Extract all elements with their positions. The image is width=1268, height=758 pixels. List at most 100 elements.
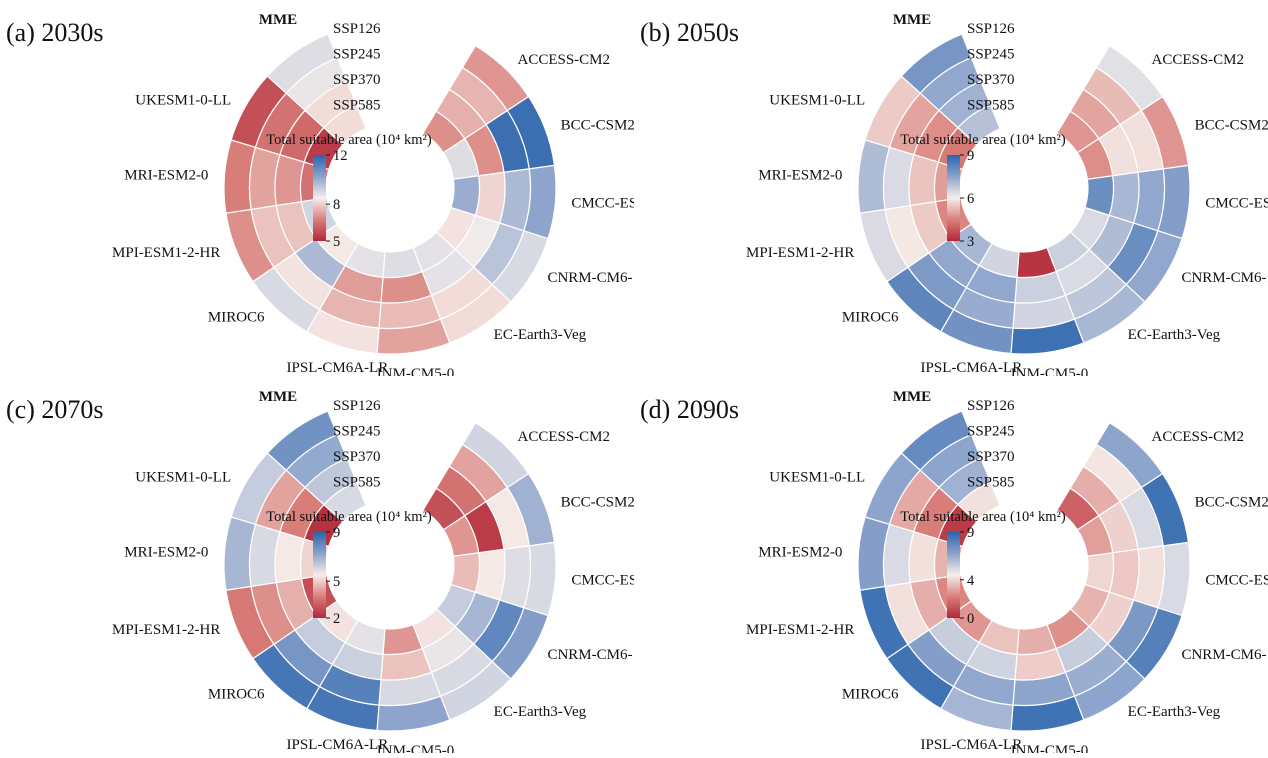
ring-separator bbox=[486, 126, 505, 171]
ring-separator bbox=[1109, 554, 1114, 591]
ring-separator bbox=[1016, 672, 1064, 681]
ring-separator bbox=[1089, 216, 1110, 249]
panel-2030s: (a) 2030s ACCESS-CM2 BCC-CSM2-MR CMCC-ESM2… bbox=[0, 0, 663, 382]
ring-separator bbox=[274, 156, 280, 204]
ring-separator bbox=[524, 171, 531, 229]
model-label-IPSL-CM6A-LR: IPSL-CM6A-LR bbox=[921, 737, 1023, 753]
colorbar-tick-label: 4 bbox=[967, 573, 975, 589]
ring-separator bbox=[381, 696, 439, 706]
model-label-MRI-ESM2-0: MRI-ESM2-0 bbox=[124, 168, 208, 184]
ring-separator bbox=[295, 631, 331, 664]
ring-separator bbox=[306, 458, 346, 487]
ring-separator bbox=[1084, 467, 1120, 501]
panel-2050s: (b) 2050s ACCESS-CM2 BCC-CSM2-MR CMCC-ESM2… bbox=[634, 0, 1268, 382]
colorbar bbox=[313, 155, 326, 241]
ring-separator bbox=[908, 533, 914, 581]
colorbar-tick-label: 9 bbox=[333, 525, 340, 541]
ring-separator bbox=[455, 216, 476, 249]
ring-separator bbox=[464, 68, 507, 109]
ring-separator bbox=[1127, 610, 1158, 660]
ring-separator bbox=[1015, 319, 1073, 329]
ring-separator bbox=[1018, 648, 1055, 655]
model-label-MME: MME bbox=[259, 12, 297, 28]
ring-separator bbox=[1067, 268, 1107, 295]
segment-MRI-ESM2-0-SSP370 bbox=[908, 153, 940, 207]
ring-separator bbox=[1120, 503, 1139, 548]
model-label-CNRM-CM6-1: CNRM-CM6-1 bbox=[1181, 270, 1268, 286]
ring-separator bbox=[475, 177, 480, 214]
ring-separator bbox=[524, 548, 531, 606]
colorbar-title: Total suitable area (10⁴ km²) bbox=[266, 132, 432, 148]
model-label-EC-Earth3-Veg: EC-Earth3-Veg bbox=[1128, 327, 1221, 343]
ring-separator bbox=[1084, 90, 1120, 124]
ring-separator bbox=[493, 610, 524, 660]
ring-separator bbox=[1089, 593, 1110, 626]
segment-MRI-ESM2-0-SSP370 bbox=[274, 153, 306, 207]
ring-separator bbox=[1127, 233, 1158, 283]
polar-heatmap-2070s: ACCESS-CM2 BCC-CSM2-MR CMCC-ESM2 CNRM-CM6-1… bbox=[112, 389, 663, 758]
ring-separator bbox=[889, 94, 919, 146]
ring-separator bbox=[316, 616, 344, 642]
ring-separator bbox=[321, 310, 377, 329]
ring-separator bbox=[934, 163, 939, 201]
ring-separator bbox=[295, 254, 331, 287]
colorbar-tick-label: 9 bbox=[967, 148, 974, 164]
ring-separator bbox=[980, 265, 1016, 278]
panel-2090s: (d) 2090s ACCESS-CM2 BCC-CSM2-MR CMCC-ESM2… bbox=[634, 377, 1268, 758]
ring-separator bbox=[381, 319, 439, 329]
ring-separator bbox=[508, 489, 530, 544]
model-label-MRI-ESM2-0: MRI-ESM2-0 bbox=[758, 168, 842, 184]
ring-separator bbox=[1158, 548, 1165, 606]
ring-separator bbox=[423, 627, 455, 649]
ring-separator bbox=[304, 128, 324, 161]
ring-separator bbox=[306, 81, 346, 110]
ring-separator bbox=[940, 458, 980, 487]
ring-separator bbox=[474, 601, 500, 643]
ring-separator bbox=[423, 250, 455, 272]
ring-separator bbox=[255, 94, 285, 146]
model-label-MME: MME bbox=[893, 389, 931, 405]
ring-separator bbox=[950, 239, 978, 265]
ring-separator bbox=[1018, 271, 1055, 278]
panel-title-c: (c) 2070s bbox=[6, 395, 104, 424]
ring-separator bbox=[300, 540, 305, 578]
ring-label-SSP370: SSP370 bbox=[967, 449, 1015, 465]
ring-separator bbox=[885, 211, 907, 266]
ring-separator bbox=[464, 445, 507, 486]
ring-separator bbox=[958, 482, 990, 504]
model-label-CMCC-ESM2: CMCC-ESM2 bbox=[571, 572, 634, 588]
ring-separator bbox=[1015, 696, 1073, 706]
ring-separator bbox=[950, 616, 978, 642]
panel-title-b: (b) 2050s bbox=[640, 18, 739, 47]
panel-title-d: (d) 2090s bbox=[640, 395, 739, 424]
colorbar-tick-label: 12 bbox=[333, 148, 348, 164]
segment-MME-SSP585 bbox=[323, 104, 367, 146]
ring-separator bbox=[1057, 627, 1089, 649]
ring-separator bbox=[1057, 250, 1089, 272]
model-label-ACCESS-CM2: ACCESS-CM2 bbox=[517, 52, 610, 68]
ring-separator bbox=[938, 128, 958, 161]
ring-separator bbox=[382, 295, 430, 304]
ring-separator bbox=[287, 435, 336, 469]
ring-label-SSP126: SSP126 bbox=[333, 398, 381, 414]
ring-separator bbox=[442, 662, 491, 696]
ring-separator bbox=[1098, 68, 1141, 109]
model-label-ACCESS-CM2: ACCESS-CM2 bbox=[1151, 52, 1244, 68]
ring-separator bbox=[280, 488, 305, 530]
ring-label-SSP245: SSP245 bbox=[333, 424, 381, 440]
model-label-BCC-CSM2-MR: BCC-CSM2-MR bbox=[1195, 118, 1268, 134]
model-label-INM-CM5-0: INM-CM5-0 bbox=[377, 366, 455, 376]
ring-separator bbox=[955, 310, 1011, 329]
colorbar bbox=[947, 532, 960, 618]
colorbar-tick-label: 8 bbox=[333, 197, 340, 213]
colorbar-title: Total suitable area (10⁴ km²) bbox=[900, 509, 1066, 525]
ring-label-SSP370: SSP370 bbox=[333, 72, 381, 88]
ring-separator bbox=[437, 111, 465, 138]
colorbar-tick-label: 3 bbox=[967, 234, 974, 250]
model-label-BCC-CSM2-MR: BCC-CSM2-MR bbox=[561, 118, 634, 134]
ring-separator bbox=[909, 269, 952, 309]
model-label-CNRM-CM6-1: CNRM-CM6-1 bbox=[547, 270, 634, 286]
ring-label-SSP370: SSP370 bbox=[967, 72, 1015, 88]
ring-separator bbox=[1071, 111, 1099, 138]
